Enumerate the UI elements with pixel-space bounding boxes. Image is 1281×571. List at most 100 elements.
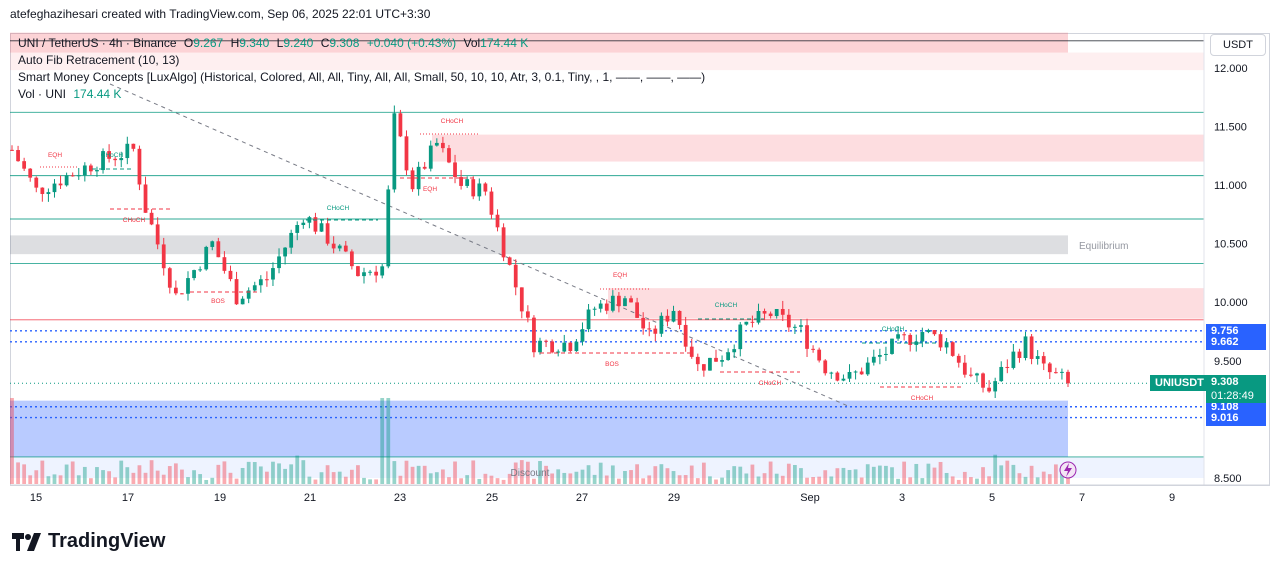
candle [544, 340, 548, 342]
volume-bar [1023, 476, 1028, 484]
candle [113, 158, 118, 161]
candle [58, 183, 63, 186]
candle [34, 177, 39, 188]
candle [173, 287, 178, 294]
candle [756, 311, 761, 323]
candle [513, 264, 518, 288]
volume-bar [186, 477, 190, 484]
volume-bar [981, 467, 985, 484]
volume-bar [434, 472, 439, 484]
candle [786, 314, 791, 328]
candle [604, 303, 609, 311]
candle [623, 298, 627, 307]
candle [70, 175, 75, 177]
candle [16, 150, 20, 162]
candle [847, 371, 852, 379]
volume-bar [95, 467, 99, 484]
fib-indicator-legend[interactable]: Auto Fib Retracement (10, 13) [18, 53, 180, 67]
volume-bar [76, 475, 81, 484]
tradingview-logo-icon [12, 532, 41, 551]
volume-bar [604, 475, 609, 484]
smc-label: CHoCH [759, 380, 782, 387]
candle [137, 148, 142, 185]
candle [677, 310, 682, 325]
supply-zone-upper [432, 134, 1204, 162]
volume-bar [386, 398, 391, 484]
volume-bar [896, 478, 900, 484]
last-price-symbol-tag: UNIUSDT [1150, 375, 1209, 392]
volume-bar [368, 479, 372, 484]
volume-bar [447, 477, 451, 484]
volume-bar [774, 473, 779, 484]
volume-bar [714, 479, 718, 484]
volume-bar [738, 466, 743, 484]
time-axis-label: 25 [486, 492, 498, 504]
volume-bar [677, 475, 682, 484]
volume-bar [404, 460, 409, 484]
candle [337, 245, 342, 249]
candle [519, 287, 524, 312]
candle [556, 351, 561, 353]
candle [714, 357, 718, 362]
volume-bar [726, 470, 731, 484]
candle [999, 366, 1004, 382]
candle [483, 183, 488, 192]
candle [835, 372, 840, 381]
volume-bar [762, 473, 767, 484]
time-axis-label: 29 [668, 492, 680, 504]
smc-indicator-legend[interactable]: Smart Money Concepts [LuxAlgo] (Historic… [18, 70, 706, 84]
candle-countdown: 01:28:49 [1211, 390, 1254, 403]
candle [629, 298, 633, 303]
volume-bar [143, 472, 148, 484]
time-axis-label: 21 [304, 492, 316, 504]
candle [404, 136, 409, 171]
candle [653, 328, 658, 334]
volume-bar [556, 469, 561, 484]
volume-bar [841, 467, 846, 484]
candle [647, 328, 652, 330]
symbol-legend[interactable]: UNI / TetherUS · 4h · Binance O9.267 H9.… [18, 36, 528, 50]
smc-label: CHoCH [882, 326, 905, 333]
candle [447, 148, 451, 163]
volume-bar [956, 479, 961, 484]
volume-bar [811, 477, 815, 484]
volume-bar [265, 471, 269, 484]
volume-bar [428, 473, 433, 484]
currency-selector[interactable]: USDT [1210, 34, 1266, 56]
candle [701, 364, 706, 371]
volume-bar [483, 473, 488, 484]
volume-bar [932, 467, 937, 484]
open-value: 9.267 [193, 36, 224, 50]
volume-bar [920, 478, 925, 484]
candle [829, 372, 834, 374]
volume-bar [720, 477, 724, 484]
volume-bar [544, 465, 548, 484]
volume-bar [574, 471, 579, 484]
volume-bar [89, 478, 93, 484]
volume-bar [817, 476, 822, 484]
volume-bar [635, 464, 639, 484]
volume-value: 174.44 K [480, 36, 529, 50]
volume-bar [70, 461, 75, 484]
volume-bar [908, 477, 913, 484]
volume-bar [173, 463, 178, 484]
candle [289, 232, 294, 248]
candle [119, 158, 124, 161]
candle [762, 311, 767, 314]
candle [720, 360, 724, 362]
volume-indicator-legend[interactable]: Vol · UNI 174.44 K [18, 87, 121, 101]
candle [386, 189, 391, 267]
candle [726, 352, 731, 361]
price-axis-label: 9.500 [1214, 356, 1242, 368]
last-price-tag: 9.308 01:28:49 [1206, 375, 1266, 404]
volume-bar [58, 475, 63, 484]
candles-layer [10, 105, 1070, 398]
candle [143, 184, 148, 213]
volume-bar [647, 475, 652, 484]
candle [617, 295, 621, 307]
candle [368, 271, 372, 273]
candle [465, 179, 470, 186]
price-axis-label: 10.000 [1214, 297, 1248, 309]
candle [926, 330, 931, 333]
